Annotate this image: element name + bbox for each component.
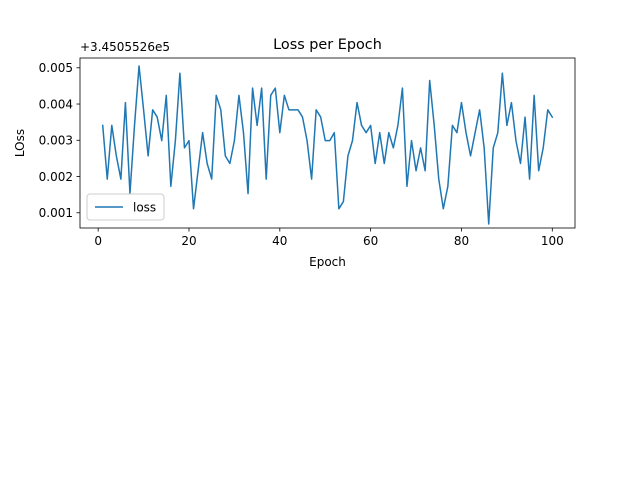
legend-box xyxy=(86,193,165,221)
y-axis-label: LOss xyxy=(13,129,27,157)
y-tick-label: 0.003 xyxy=(39,134,73,148)
plot-area: 0 20 40 60 80 100 0.001 0.002 0.003 0.004 0.005 los… xyxy=(39,57,576,248)
x-tick-label: 0 xyxy=(94,234,102,248)
chart-title: Loss per Epoch xyxy=(273,37,382,53)
x-axis-label: Epoch xyxy=(309,255,346,269)
x-tick-label: 80 xyxy=(454,234,469,248)
x-tick-label: 60 xyxy=(363,234,378,248)
series-line-loss xyxy=(101,65,554,225)
y-tick-label: 0.005 xyxy=(39,61,73,75)
y-axis-offset-text: +3.4505526e5 xyxy=(80,40,170,54)
x-tick-label: 20 xyxy=(181,234,196,248)
legend-label: loss xyxy=(133,201,156,215)
y-tick-label: 0.001 xyxy=(39,206,73,220)
x-tick-label: 100 xyxy=(541,234,564,248)
axes-frame xyxy=(79,57,576,229)
y-tick-label: 0.002 xyxy=(39,170,73,184)
x-tick-label: 40 xyxy=(272,234,287,248)
y-tick-label: 0.004 xyxy=(39,97,73,111)
